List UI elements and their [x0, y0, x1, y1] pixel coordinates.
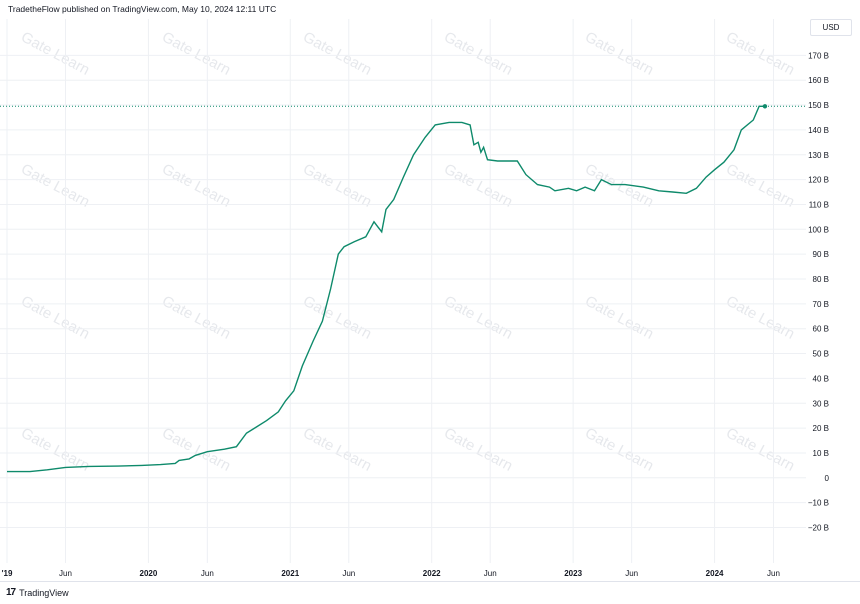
y-tick-label: 0: [825, 474, 830, 483]
x-tick-label: 2024: [706, 569, 724, 578]
y-tick-label: 10 B: [813, 449, 829, 458]
brand-name: TradingView: [19, 587, 69, 598]
watermark-text: Gate Learn: [18, 29, 92, 79]
watermark-text: Gate Learn: [441, 425, 515, 475]
x-tick-label: 2020: [140, 569, 158, 578]
watermark-text: Gate Learn: [18, 293, 92, 343]
watermark-text: Gate Learn: [582, 293, 656, 343]
x-tick-label: 2021: [281, 569, 299, 578]
watermark-text: Gate Learn: [300, 425, 374, 475]
y-tick-label: 100 B: [808, 225, 829, 234]
y-tick-label: 90 B: [813, 250, 829, 259]
x-tick-label: Jun: [484, 569, 497, 578]
tradingview-logo-icon: 17: [6, 587, 16, 598]
watermark-text: Gate Learn: [582, 161, 656, 211]
watermark-text: Gate Learn: [582, 29, 656, 79]
series-line: [7, 105, 765, 473]
watermark-text: Gate Learn: [159, 293, 233, 343]
watermark-text: Gate Learn: [582, 425, 656, 475]
x-tick-label: Jun: [342, 569, 355, 578]
watermark-text: Gate Learn: [723, 161, 797, 211]
publisher-caption: TradetheFlow published on TradingView.co…: [8, 4, 277, 14]
watermark-text: Gate Learn: [300, 161, 374, 211]
x-tick-label: Jun: [59, 569, 72, 578]
watermark-text: Gate Learn: [723, 293, 797, 343]
axis-divider: [0, 581, 860, 582]
watermark-layer: Gate Learn Gate Learn Gate Learn Gate Learn…: [18, 29, 797, 475]
grid-layer: [0, 19, 806, 563]
x-tick-label: Jun: [625, 569, 638, 578]
y-tick-label: 170 B: [808, 51, 829, 60]
y-tick-label: 20 B: [813, 424, 829, 433]
watermark-text: Gate Learn: [300, 29, 374, 79]
y-tick-label: 160 B: [808, 76, 829, 85]
x-tick-label: 2023: [564, 569, 582, 578]
x-axis-ticks: '19 Jun 2020 Jun 2021 Jun 2022 Jun 2023 Jun 2024 Ju…: [2, 569, 780, 578]
y-tick-label: 130 B: [808, 151, 829, 160]
y-tick-label: 140 B: [808, 126, 829, 135]
y-tick-label: 40 B: [813, 374, 829, 383]
y-tick-label: −20 B: [808, 524, 829, 533]
y-tick-label: 30 B: [813, 399, 829, 408]
y-tick-label: 70 B: [813, 300, 829, 309]
watermark-text: Gate Learn: [18, 161, 92, 211]
y-axis-ticks: 170 B 160 B 150 B 140 B 130 B 120 B 110 B 100 B…: [808, 51, 830, 532]
x-tick-label: 2022: [423, 569, 441, 578]
y-tick-label: 80 B: [813, 275, 829, 284]
y-tick-label: 50 B: [813, 350, 829, 359]
watermark-text: Gate Learn: [441, 29, 515, 79]
x-tick-label: Jun: [201, 569, 214, 578]
y-tick-label: 120 B: [808, 176, 829, 185]
watermark-text: Gate Learn: [723, 425, 797, 475]
watermark-text: Gate Learn: [723, 29, 797, 79]
y-tick-label: 150 B: [808, 101, 829, 110]
x-tick-label: Jun: [767, 569, 780, 578]
tradingview-footer: 17 TradingView: [6, 587, 69, 598]
y-tick-label: 60 B: [813, 325, 829, 334]
watermark-text: Gate Learn: [159, 161, 233, 211]
watermark-text: Gate Learn: [300, 293, 374, 343]
x-tick-label: '19: [2, 569, 13, 578]
y-tick-label: −10 B: [808, 499, 829, 508]
watermark-text: Gate Learn: [441, 293, 515, 343]
watermark-text: Gate Learn: [441, 161, 515, 211]
y-tick-label: 110 B: [809, 200, 829, 209]
last-value-dot: [762, 104, 768, 109]
watermark-text: Gate Learn: [159, 29, 233, 79]
currency-badge[interactable]: USD: [810, 19, 852, 36]
